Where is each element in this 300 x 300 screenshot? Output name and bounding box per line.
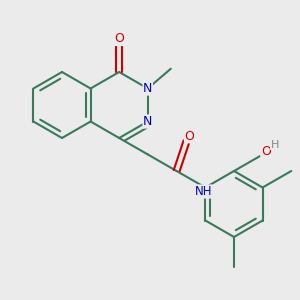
Text: O: O <box>114 32 124 45</box>
Text: N: N <box>143 115 152 128</box>
Text: H: H <box>271 140 279 149</box>
Text: N: N <box>143 82 152 95</box>
Text: O: O <box>184 130 194 143</box>
Text: NH: NH <box>194 185 212 198</box>
Text: O: O <box>261 145 271 158</box>
